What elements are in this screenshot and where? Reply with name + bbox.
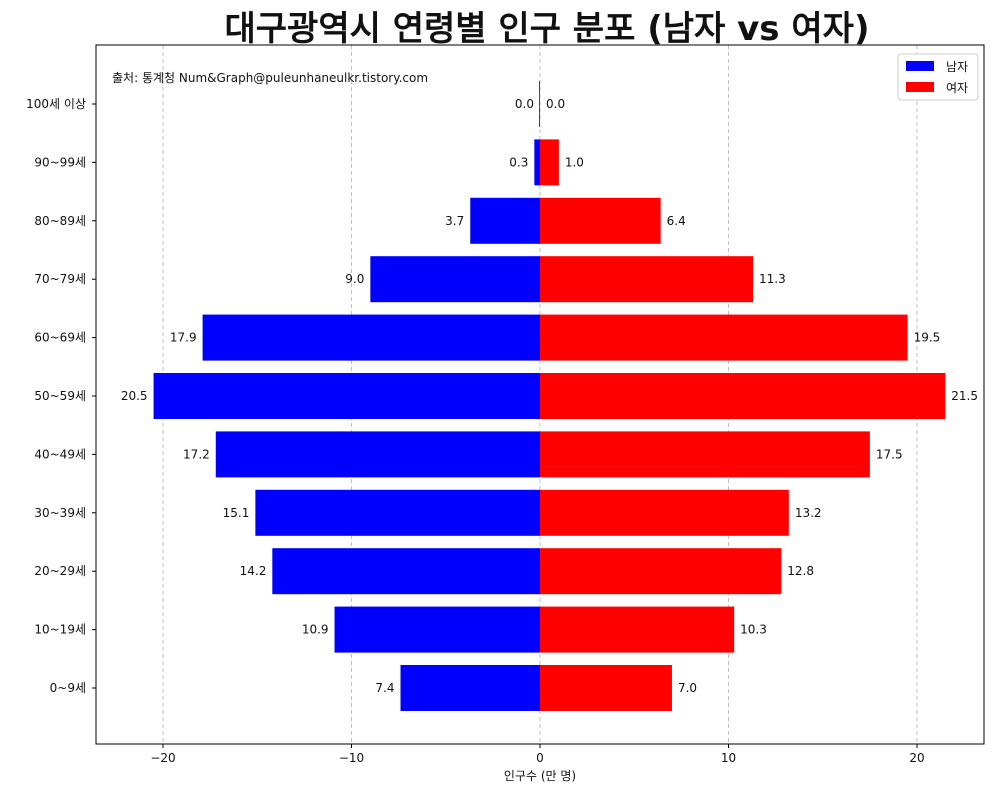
x-tick-label: 0 [536,751,544,765]
bar-female [540,665,672,711]
bar-label-female: 6.4 [667,214,686,228]
y-tick-label: 40~49세 [34,447,86,461]
bar-label-male: 0.3 [509,155,528,169]
bar-male [539,81,540,127]
legend-label-male: 남자 [946,60,968,74]
bar-female [540,548,782,595]
bar-label-male: 7.4 [375,681,394,695]
bar-male [272,548,540,595]
bar-label-female: 17.5 [876,447,903,461]
bar-label-female: 0.0 [546,97,565,111]
y-tick-label: 0~9세 [50,681,86,695]
bar-label-female: 12.8 [787,564,814,578]
bar-label-male: 15.1 [223,506,250,520]
x-tick-label: 10 [721,751,736,765]
bar-male [470,197,540,244]
y-tick-label: 60~69세 [34,331,86,345]
bar-labels: 0.0 0.0 0.3 1.0 3.7 6.4 9.0 11.3 17.9 19.5 20.5 21.… [121,97,978,695]
bar-male [215,431,540,478]
y-tick-label: 70~79세 [34,272,86,286]
bar-label-male: 9.0 [345,272,364,286]
bar-label-male: 20.5 [121,389,148,403]
bar-female [540,373,946,419]
x-tick-label: −20 [150,751,175,765]
legend: 남자 여자 [897,53,979,101]
bar-male [370,256,540,303]
bar-female [540,197,661,244]
bar-label-female: 19.5 [914,331,941,345]
bar-male [334,606,540,653]
bar-label-male: 14.2 [240,564,267,578]
bar-label-male: 3.7 [445,214,464,228]
bar-label-female: 11.3 [759,272,786,286]
x-axis-label: 인구수 (만 명) [504,769,576,783]
y-tick-label: 10~19세 [34,623,86,637]
bar-female [540,431,870,478]
bar-female [540,314,908,361]
bar-label-male: 17.9 [170,331,197,345]
bar-label-female: 13.2 [795,506,822,520]
bar-label-female: 1.0 [565,155,584,169]
x-tick-label: −10 [339,751,364,765]
bar-female [540,489,789,536]
chart-title: 대구광역시 연령별 인구 분포 (남자 vs 여자) [225,9,870,49]
y-tick-label: 20~29세 [34,564,86,578]
bar-male [400,665,540,711]
legend-swatch-male [906,61,934,71]
legend-label-female: 여자 [946,81,968,95]
bar-label-female: 10.3 [740,623,767,637]
x-tick-label: 20 [909,751,924,765]
legend-swatch-female [906,82,934,92]
bar-female [540,256,754,303]
bars [153,81,946,711]
bar-female [540,139,559,186]
x-axis-ticks: −20 −10 0 10 20 [150,744,925,765]
y-tick-label: 90~99세 [34,155,86,169]
bar-male [202,314,540,361]
y-tick-label: 80~89세 [34,214,86,228]
bar-label-female: 7.0 [678,681,697,695]
bar-label-male: 10.9 [302,623,329,637]
bar-female [540,606,735,653]
bar-label-male: 17.2 [183,447,210,461]
bar-male [534,139,540,186]
y-tick-label: 100세 이상 [26,97,86,111]
bar-label-female: 21.5 [951,389,978,403]
bar-label-male: 0.0 [515,97,534,111]
bar-male [255,489,541,536]
y-tick-label: 30~39세 [34,506,86,520]
source-annotation: 출처: 통계청 Num&Graph@puleunhaneulkr.tistory… [112,71,428,85]
y-axis-ticks: 100세 이상 90~99세 80~89세 70~79세 60~69세 50~59세 40~… [26,97,96,695]
bar-male [153,373,540,419]
y-tick-label: 50~59세 [34,389,86,403]
